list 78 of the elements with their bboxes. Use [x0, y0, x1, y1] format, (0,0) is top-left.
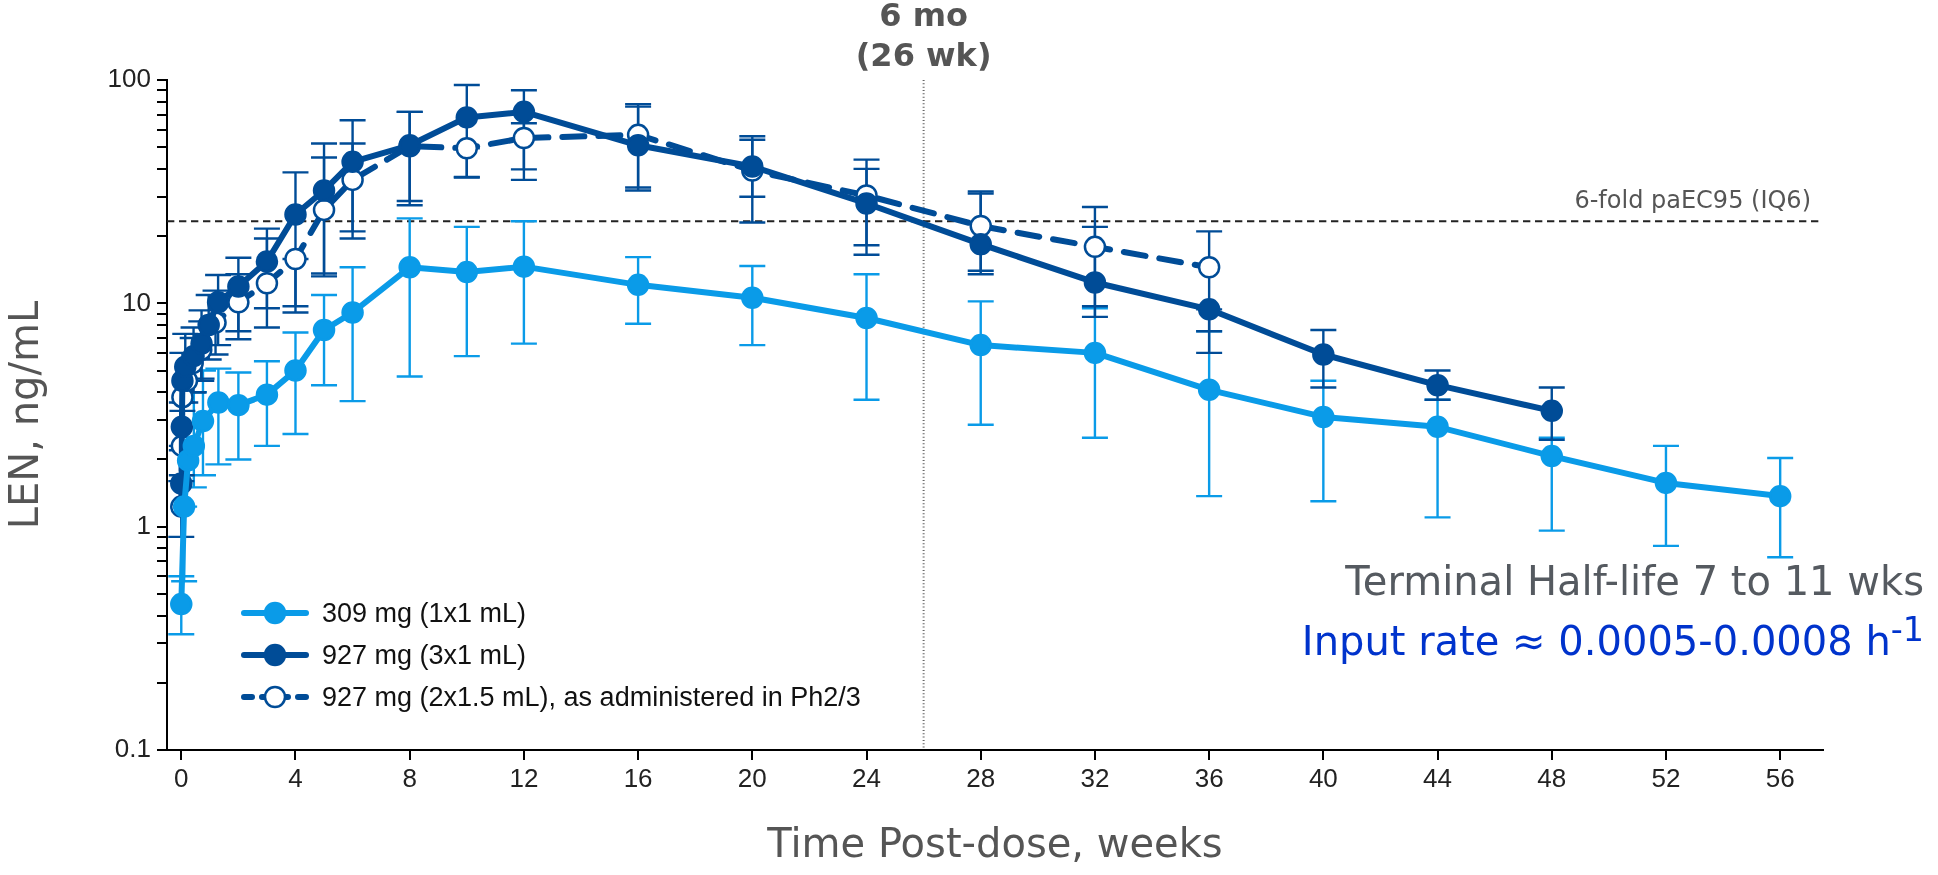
point: [207, 391, 230, 414]
point: [969, 333, 992, 357]
point: [341, 168, 364, 192]
legend-label: 927 mg (3x1 mL): [322, 639, 527, 671]
x-tick-label: 48: [1537, 762, 1567, 793]
point: [455, 106, 479, 129]
point: [312, 198, 336, 222]
point: [1540, 399, 1564, 423]
point: [855, 306, 878, 330]
point: [170, 415, 194, 439]
legend-label: 927 mg (2x1.5 mL), as administered in Ph2/3: [322, 681, 861, 713]
point: [1768, 484, 1792, 508]
point: [969, 214, 992, 238]
point: [455, 136, 479, 160]
annotation: Terminal Half-life 7 to 11 wks: [1345, 558, 1924, 604]
x-tick-label: 36: [1194, 762, 1224, 793]
point: [227, 275, 250, 298]
point: [626, 134, 650, 157]
point: [255, 272, 279, 295]
point: [1312, 405, 1335, 429]
x-tick-label: 12: [509, 762, 539, 793]
point: [284, 359, 307, 382]
x-tick-label: 56: [1765, 762, 1795, 793]
point: [855, 192, 878, 215]
x-tick-label: 8: [402, 762, 417, 793]
point: [182, 434, 206, 458]
point: [341, 301, 364, 324]
x-tick-label: 28: [966, 762, 996, 793]
point: [1654, 471, 1678, 495]
point: [1197, 298, 1221, 321]
y-axis-title: LEN, ng/mL: [1, 300, 48, 530]
point: [512, 126, 536, 150]
y-tick-label: 1: [136, 509, 151, 540]
point: [1197, 378, 1221, 402]
point: [341, 150, 364, 174]
point: [741, 286, 764, 309]
point: [255, 383, 279, 406]
point: [1083, 235, 1107, 259]
point: [969, 232, 992, 256]
point: [284, 247, 307, 271]
point: [1197, 256, 1221, 279]
legend-label: 309 mg (1x1 mL): [322, 597, 527, 629]
point: [191, 409, 215, 433]
point: [1426, 415, 1449, 439]
annotation: Input rate ≈ 0.0005-0.0008 h$^{-1}$: [1301, 610, 1924, 665]
point: [170, 592, 193, 616]
y-tick-label: 100: [107, 63, 151, 94]
y-tick-label: 10: [122, 286, 151, 317]
point: [197, 313, 220, 337]
x-tick-label: 4: [288, 762, 303, 793]
point: [512, 255, 536, 278]
x-tick-label: 52: [1651, 762, 1681, 793]
point: [206, 291, 230, 314]
x-tick-label: 32: [1080, 762, 1110, 793]
x-tick-label: 40: [1308, 762, 1338, 793]
point: [626, 273, 650, 297]
x-tick-label: 20: [737, 762, 767, 793]
x-tick-label: 44: [1423, 762, 1453, 793]
point: [255, 250, 279, 273]
point: [284, 203, 307, 226]
x-tick-label: 24: [852, 762, 881, 793]
ref-line-label: 6-fold paEC95 (IQ6): [1574, 185, 1811, 214]
point: [312, 318, 336, 342]
ref-line-label: 6 mo (26 wk): [855, 0, 992, 75]
point: [312, 179, 336, 202]
point: [398, 256, 421, 279]
point: [1540, 444, 1564, 468]
y-tick-label: 0.1: [114, 733, 151, 764]
point: [190, 332, 213, 355]
x-tick-label: 0: [174, 762, 189, 793]
point: [1312, 343, 1335, 366]
point: [227, 393, 250, 417]
x-tick-label: 16: [623, 762, 653, 793]
point: [1083, 271, 1107, 294]
point: [512, 100, 536, 124]
point: [455, 260, 479, 284]
point: [1083, 341, 1107, 365]
x-axis-title: Time Post-dose, weeks: [766, 820, 1223, 867]
